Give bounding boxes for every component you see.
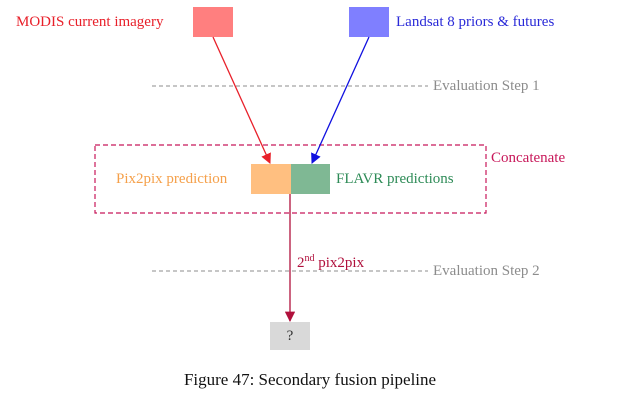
concatenate-label: Concatenate [491,150,566,166]
modis-arrow [212,36,271,164]
modis-label: MODIS current imagery [16,14,164,30]
landsat-arrow [311,36,370,164]
evaluation-step-2-label: Evaluation Step 2 [433,263,540,279]
pix2pix-label: Pix2pix prediction [116,171,228,187]
second-pix2pix-prefix: 2 [297,255,305,271]
evaluation-step-1-label: Evaluation Step 1 [433,78,540,94]
flavr-block [291,164,330,194]
pix2pix-block [251,164,291,194]
second-pix2pix-suffix: pix2pix [314,255,365,271]
output-label: ? [286,328,294,344]
concatenate-box [94,144,487,214]
flavr-label: FLAVR predictions [336,171,454,187]
modis-block [193,7,233,37]
output-block [270,322,310,350]
figure-caption: Figure 47: Secondary fusion pipeline [183,370,437,389]
second-pix2pix-label: 2nd pix2pix [297,250,364,272]
second-pix2pix-sup: nd [304,253,315,264]
landsat-block [349,7,389,37]
landsat-label: Landsat 8 priors & futures [396,14,555,30]
